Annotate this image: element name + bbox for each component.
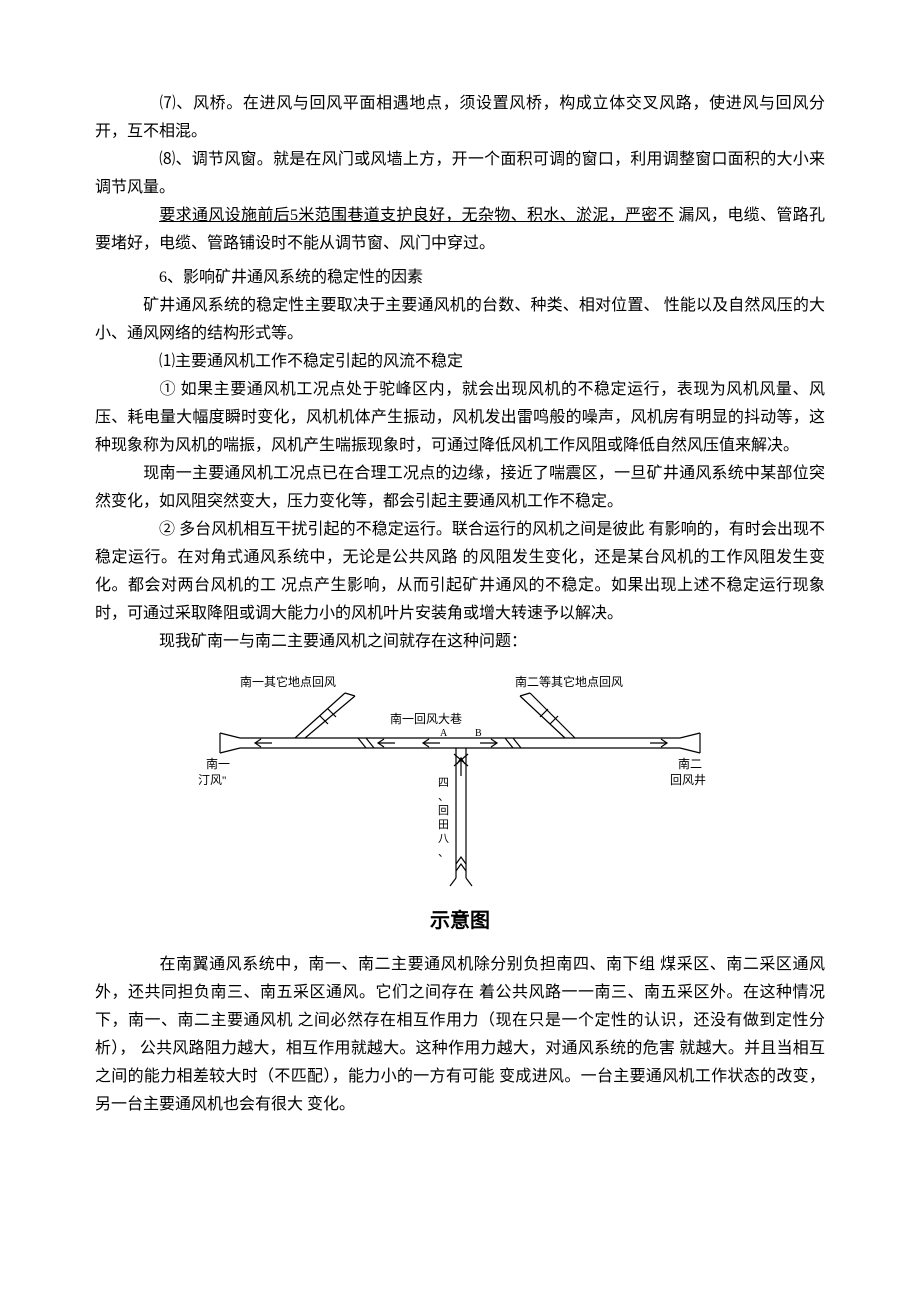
para-south-wing: 在南翼通风系统中，南一、南二主要通风机除分别负担南四、南下组 煤采区、南二采区通… <box>95 951 825 1119</box>
para-item1-text: ① 如果主要通风机工况点处于驼峰区内，就会出现风机的不稳定运行，表现为风机风量、… <box>95 381 825 454</box>
para-req-underline: 要求通风设施前后5米范围巷道支护良好，无杂物、积水、淤泥，严密不 <box>159 207 674 224</box>
svg-text:四: 四 <box>438 777 449 789</box>
ventilation-diagram-svg: 南一其它地点回风 南二等其它地点回风 南一回风大巷 A B 南一 汀风'' 南二… <box>180 668 740 898</box>
heading-6: 6、影响矿井通风系统的稳定性的因素 <box>95 264 825 292</box>
subheading-1: ⑴主要通风机工作不稳定引起的风流不稳定 <box>95 348 825 376</box>
ventilation-diagram: 南一其它地点回风 南二等其它地点回风 南一回风大巷 A B 南一 汀风'' 南二… <box>180 668 740 939</box>
para-8-text: ⑻、调节风窗。就是在风门或风墙上方，开一个面积可调的窗口，利用调整窗口面积的大小… <box>95 151 825 196</box>
para-8: ⑻、调节风窗。就是在风门或风墙上方，开一个面积可调的窗口，利用调整窗口面积的大小… <box>95 146 825 202</box>
para-xiannan: 现南一主要通风机工况点已在合理工况点的边缘，接近了喘震区，一旦矿井通风系统中某部… <box>95 460 825 516</box>
para-xiannan-text: 现南一主要通风机工况点已在合理工况点的边缘，接近了喘震区，一旦矿井通风系统中某部… <box>95 465 825 510</box>
para-stability-text: 矿井通风系统的稳定性主要取决于主要通风机的台数、种类、相对位置、 性能以及自然风… <box>95 297 825 342</box>
svg-text:回: 回 <box>438 804 449 817</box>
svg-text:、: 、 <box>438 791 449 803</box>
para-ourmine: 现我矿南一与南二主要通风机之间就存在这种问题： <box>95 628 825 656</box>
label-right-box-l1: 南二 <box>678 756 702 771</box>
subheading-1-text: ⑴主要通风机工作不稳定引起的风流不稳定 <box>159 353 463 370</box>
label-point-b: B <box>475 728 482 739</box>
para-item1: ① 如果主要通风机工况点处于驼峰区内，就会出现风机的不稳定运行，表现为风机风量、… <box>95 376 825 460</box>
label-left-box-l1: 南一 <box>206 756 230 771</box>
para-item2-text: ② 多台风机相互干扰引起的不稳定运行。联合运行的风机之间是彼此 有影响的，有时会… <box>95 521 825 622</box>
svg-text:田: 田 <box>438 819 449 831</box>
label-right-branch: 南二等其它地点回风 <box>515 674 623 689</box>
para-item2: ② 多台风机相互干扰引起的不稳定运行。联合运行的风机之间是彼此 有影响的，有时会… <box>95 516 825 628</box>
svg-text:八: 八 <box>438 833 449 845</box>
heading-6-text: 6、影响矿井通风系统的稳定性的因素 <box>159 269 423 286</box>
diagram-caption: 示意图 <box>180 904 740 939</box>
label-point-a: A <box>440 728 448 739</box>
para-req: 要求通风设施前后5米范围巷道支护良好，无杂物、积水、淤泥，严密不 漏风，电缆、管… <box>95 202 825 258</box>
label-vert-col: 四 、 回 田 八 、 <box>438 777 449 859</box>
para-stability: 矿井通风系统的稳定性主要取决于主要通风机的台数、种类、相对位置、 性能以及自然风… <box>95 292 825 348</box>
para-7: ⑺、风桥。在进风与回风平面相遇地点，须设置风桥，构成立体交叉风路，使进风与回风分… <box>95 90 825 146</box>
para-7-text: ⑺、风桥。在进风与回风平面相遇地点，须设置风桥，构成立体交叉风路，使进风与回风分… <box>95 95 825 140</box>
label-center-top: 南一回风大巷 <box>390 711 462 726</box>
label-left-box-l2: 汀风'' <box>198 773 226 787</box>
label-left-branch: 南一其它地点回风 <box>240 674 336 689</box>
label-right-box-l2: 回风井 <box>670 773 706 787</box>
para-south-wing-text: 在南翼通风系统中，南一、南二主要通风机除分别负担南四、南下组 煤采区、南二采区通… <box>95 956 825 1113</box>
svg-text:、: 、 <box>438 847 449 859</box>
para-ourmine-text: 现我矿南一与南二主要通风机之间就存在这种问题： <box>159 633 527 650</box>
